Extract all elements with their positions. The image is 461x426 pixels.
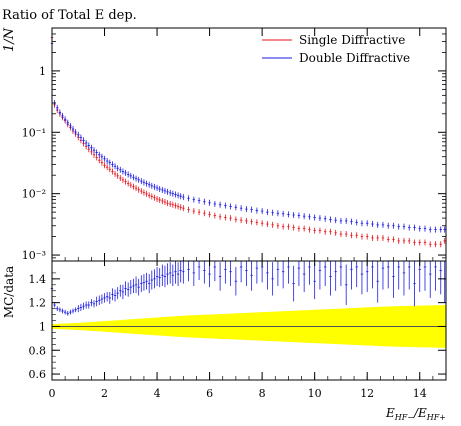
main-y-ticks: 10⁻³ 10⁻² 10⁻¹ 1: [22, 27, 446, 262]
xtick-label: 14: [413, 387, 427, 400]
xtick-label: 12: [360, 387, 374, 400]
ratio-ylabel: MC/data: [2, 266, 16, 318]
x-axis-sub-minus: HF−: [394, 413, 414, 422]
chart-title: Ratio of Total E dep.: [2, 8, 137, 23]
x-ticks: 0 2 4 6 8 10 12 14: [49, 28, 434, 400]
legend: Single Diffractive Double Diffractive: [262, 33, 410, 65]
main-ytick-label: 10⁻³: [22, 249, 46, 262]
ratio-ytick-label: 1: [39, 320, 46, 333]
ratio-ytick-label: 1.4: [29, 273, 47, 286]
ratio-points-layer: [50, 261, 446, 316]
legend-label-single: Single Diffractive: [299, 33, 405, 47]
xtick-label: 0: [49, 387, 56, 400]
xtick-label: 4: [154, 387, 161, 400]
ratio-ytick-label: 1.2: [29, 297, 47, 310]
xtick-label: 6: [206, 387, 213, 400]
x-axis-label: EHF−/EHF+: [385, 406, 446, 422]
xtick-label: 10: [308, 387, 322, 400]
x-axis-sub-plus: HF+: [426, 413, 446, 422]
ratio-ytick-label: 0.6: [29, 368, 47, 381]
xtick-label: 8: [259, 387, 266, 400]
main-ylabel: 1/N: [2, 27, 17, 52]
main-ytick-label: 1: [39, 65, 46, 78]
ratio-ytick-label: 0.8: [29, 344, 47, 357]
xtick-label: 2: [101, 387, 108, 400]
main-points-layer: [50, 34, 446, 248]
x-axis-slash: /E: [413, 406, 427, 420]
ratio-y-ticks: 0.6 0.8 1 1.2 1.4: [29, 272, 446, 381]
main-ytick-label: 10⁻¹: [22, 126, 46, 139]
legend-label-double: Double Diffractive: [299, 51, 410, 65]
main-ytick-label: 10⁻²: [22, 188, 46, 201]
